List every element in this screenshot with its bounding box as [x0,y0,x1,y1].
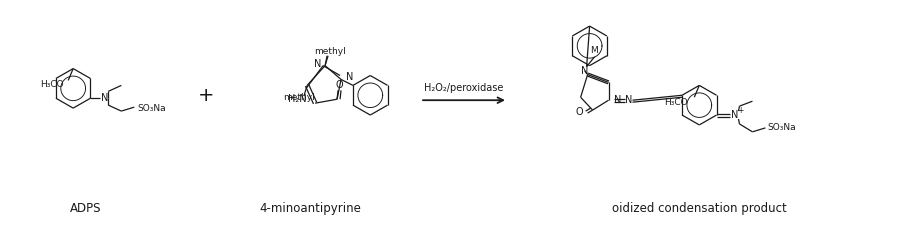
Text: SO₃Na: SO₃Na [767,123,796,132]
Text: +: + [737,105,744,115]
Text: M: M [590,46,597,55]
Text: +: + [198,86,214,105]
Text: SO₃Na: SO₃Na [138,104,166,113]
Text: N: N [581,66,588,76]
Text: H₃CO: H₃CO [665,98,689,107]
Text: H₃CO: H₃CO [41,80,64,89]
Text: N: N [101,93,108,103]
Text: methyl: methyl [283,93,315,102]
Text: N: N [346,72,354,83]
Text: ADPS: ADPS [70,202,102,215]
Text: N: N [314,59,321,69]
Text: oidized condensation product: oidized condensation product [612,202,786,215]
Text: methyl: methyl [314,47,346,56]
Text: H₂N: H₂N [288,94,306,104]
Text: N: N [614,95,621,105]
Text: H₂O₂/peroxidase: H₂O₂/peroxidase [425,83,504,93]
Text: N: N [625,95,632,105]
Text: 4-minoantipyrine: 4-minoantipyrine [259,202,362,215]
Text: O: O [335,80,342,90]
Text: O: O [575,107,582,117]
Text: N: N [731,110,738,120]
